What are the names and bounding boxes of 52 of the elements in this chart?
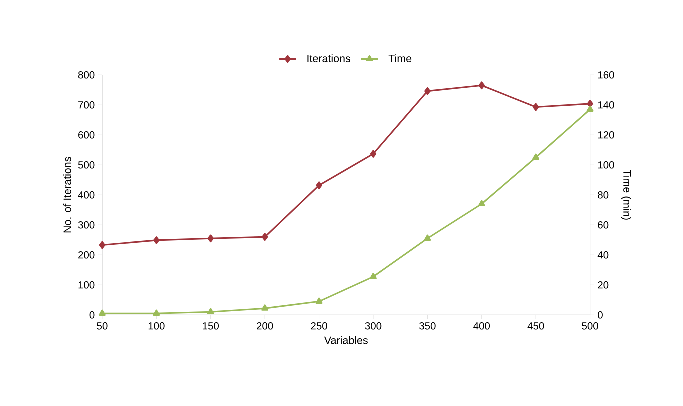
- y2-tick-label: 0: [598, 312, 603, 319]
- point: [532, 154, 540, 160]
- point: [154, 236, 160, 244]
- x-tick-label: 300: [365, 322, 382, 330]
- y-tick-label: 400: [78, 192, 95, 199]
- x-tick-label: 50: [97, 322, 108, 330]
- y2-axis-title: Time (min): [621, 170, 632, 220]
- x-tick-label: 400: [474, 322, 490, 330]
- y2-tick-label: 120: [598, 132, 614, 139]
- y-tick-label: 600: [78, 132, 95, 139]
- y-axis-title: No. of Iterations: [63, 157, 72, 233]
- x-axis-title: Variables: [324, 336, 368, 344]
- y2-tick-label: 60: [598, 222, 609, 229]
- x-tick-label: 450: [528, 322, 544, 330]
- point: [424, 87, 431, 96]
- point: [316, 182, 322, 190]
- y-tick-label: 200: [78, 252, 95, 259]
- x-tick-label: 150: [203, 322, 220, 330]
- legend-label: Time: [388, 54, 412, 63]
- y2-tick-label: 100: [598, 162, 614, 169]
- point: [316, 298, 323, 304]
- y-tick-label: 500: [78, 162, 95, 169]
- point: [208, 234, 214, 243]
- point: [99, 241, 106, 250]
- point: [370, 273, 377, 280]
- y2-tick-label: 80: [598, 192, 609, 199]
- x-tick-label: 200: [257, 322, 274, 330]
- y-tick-label: 100: [78, 282, 95, 289]
- y-tick-label: 300: [78, 222, 95, 229]
- x-tick-label: 100: [148, 322, 165, 330]
- y-tick-label: 800: [78, 72, 95, 79]
- y2-tick-label: 40: [598, 252, 609, 259]
- point: [207, 308, 214, 315]
- point: [98, 310, 106, 316]
- x-tick-label: 350: [420, 322, 436, 330]
- y-tick-label: 700: [78, 102, 95, 109]
- point: [424, 234, 432, 242]
- y2-tick-label: 160: [598, 72, 614, 79]
- y2-tick-label: 140: [598, 102, 614, 109]
- x-tick-label: 500: [582, 322, 598, 330]
- point: [532, 103, 540, 112]
- y2-tick-label: 20: [598, 282, 609, 289]
- y-tick-label: 0: [90, 312, 95, 319]
- point: [586, 106, 594, 112]
- point: [153, 310, 160, 316]
- point: [370, 150, 377, 158]
- legend-label: Iterations: [308, 54, 350, 63]
- point: [262, 304, 269, 311]
- point: [262, 233, 268, 242]
- x-tick-label: 250: [311, 322, 328, 330]
- point: [478, 200, 486, 207]
- point: [478, 82, 486, 90]
